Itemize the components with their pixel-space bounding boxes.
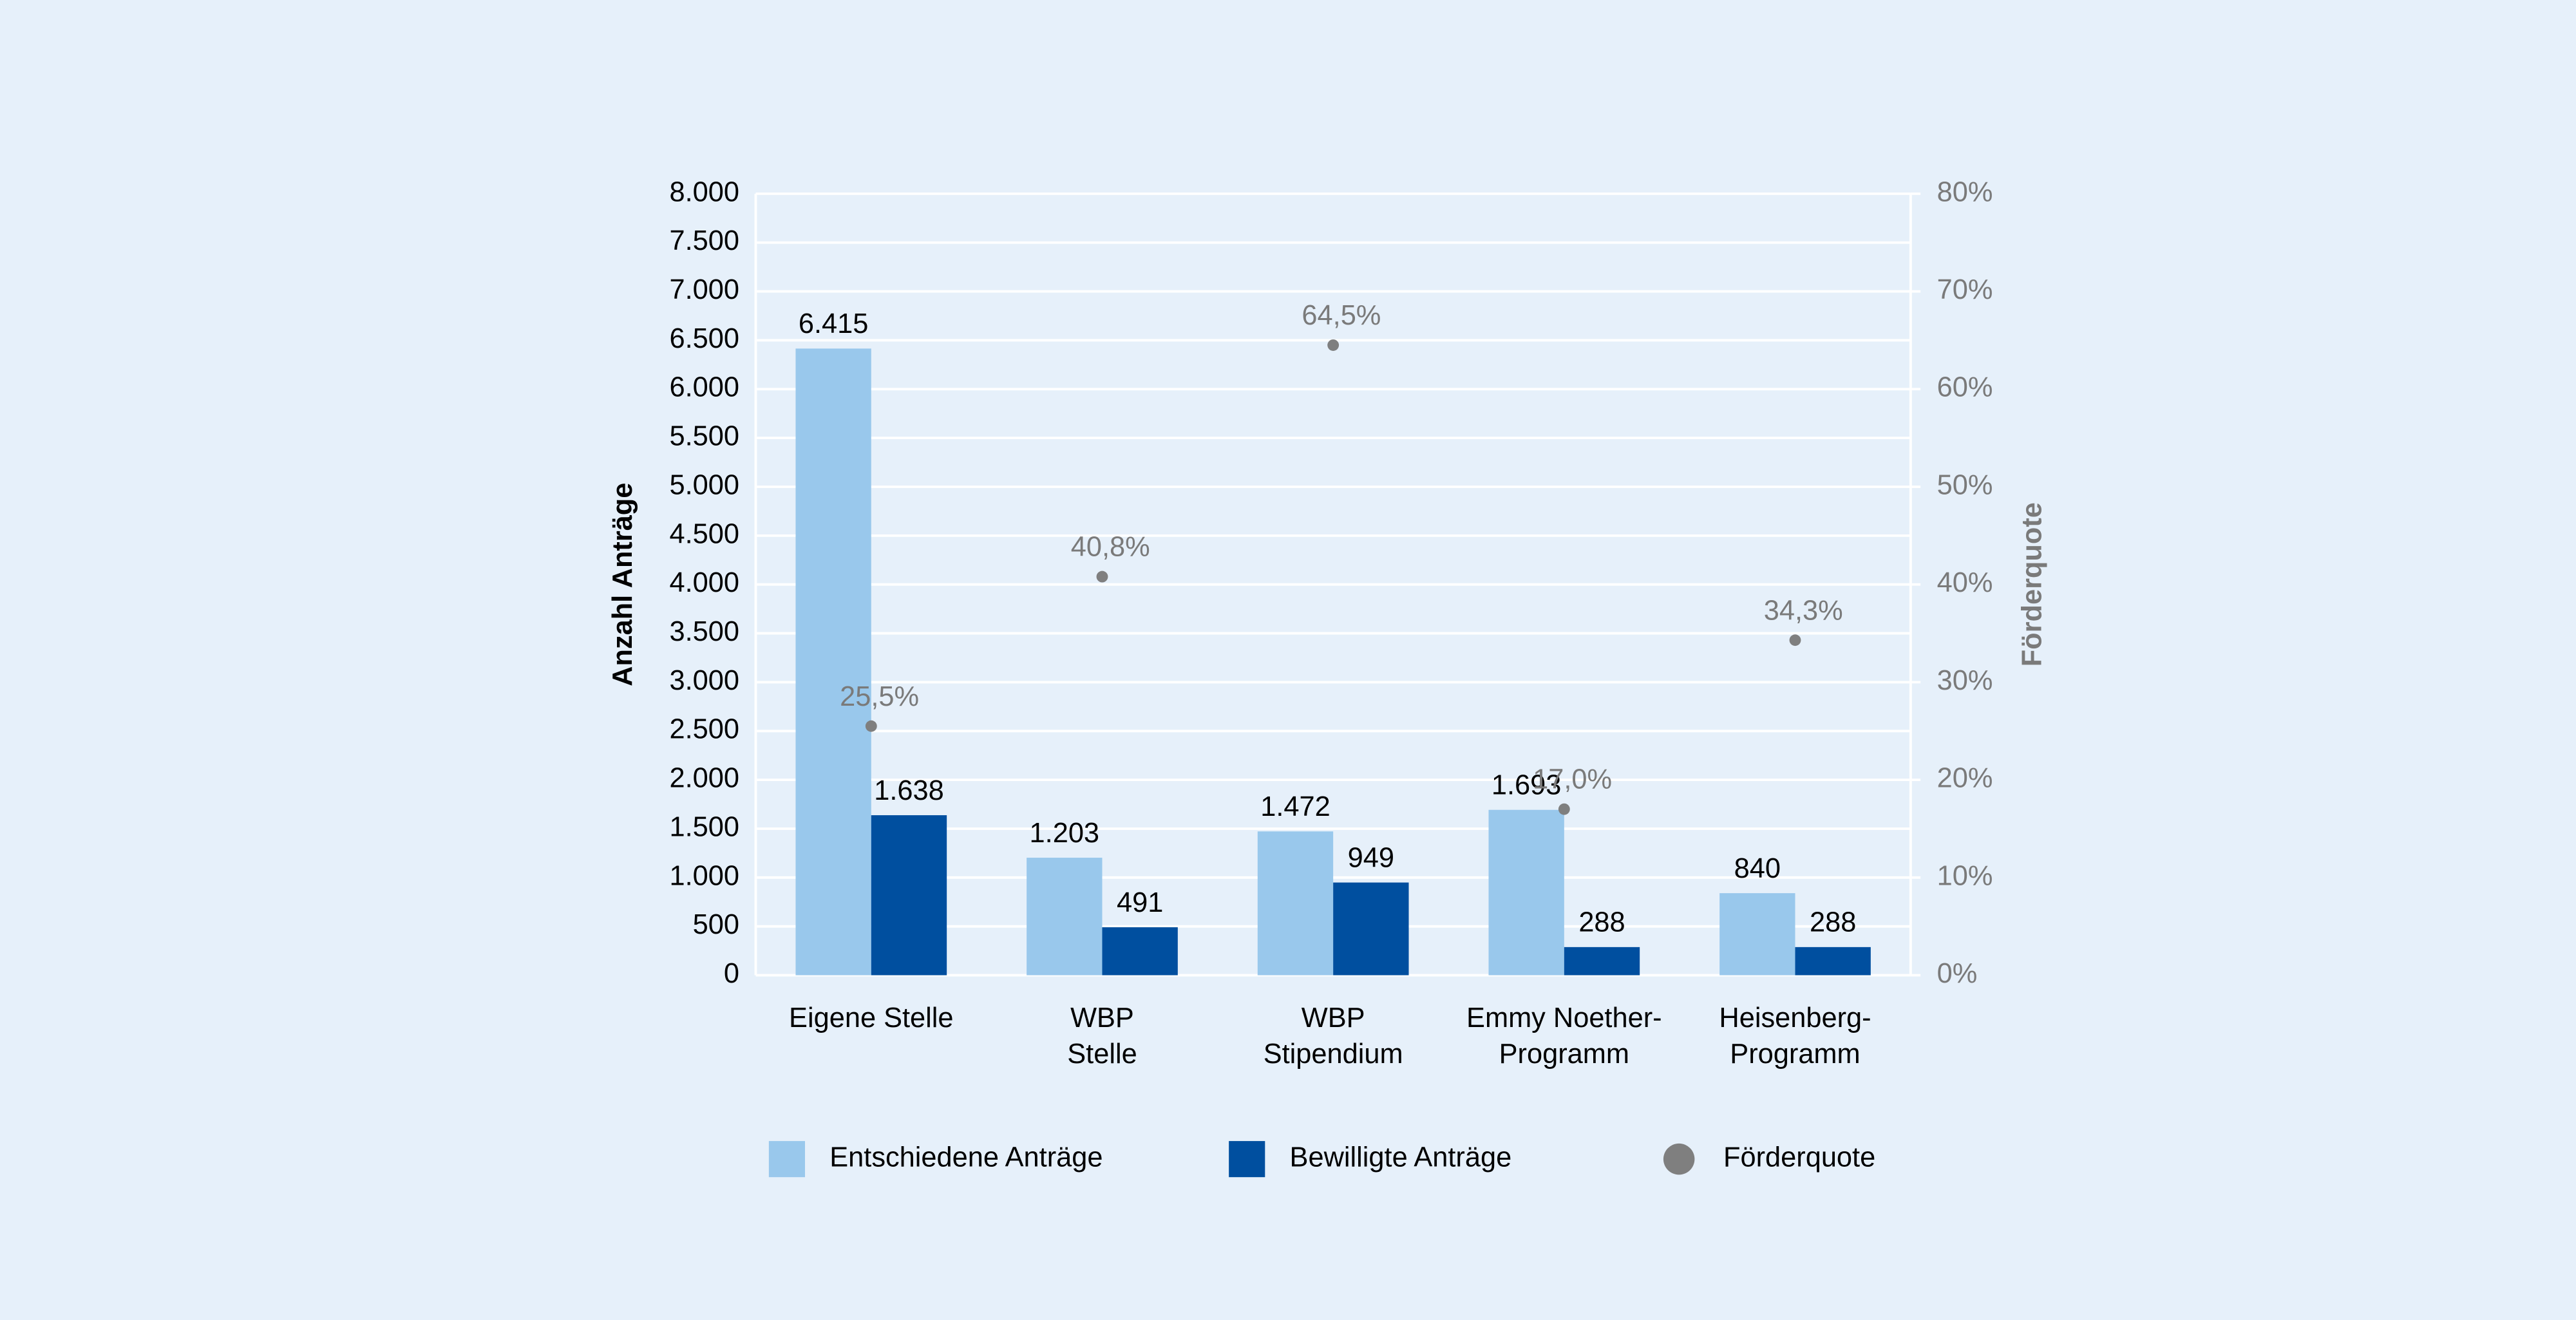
bar	[1257, 831, 1334, 976]
legend-swatch	[1229, 1141, 1265, 1178]
y-tick-label: 2.500	[669, 714, 739, 745]
x-tick-label: Programm	[1499, 1039, 1629, 1070]
rate-point	[1789, 634, 1801, 646]
y2-tick-label: 50%	[1937, 469, 1993, 500]
y2-tick-label: 40%	[1937, 567, 1993, 598]
bar	[1102, 927, 1178, 976]
y-tick-label: 4.500	[669, 518, 739, 549]
data-label: 840	[1734, 853, 1781, 884]
y-tick-label: 5.000	[669, 469, 739, 500]
data-label: 34,3%	[1764, 595, 1843, 626]
rate-point	[1096, 570, 1108, 583]
data-label: 1.472	[1260, 791, 1330, 822]
legend-swatch	[1663, 1143, 1695, 1175]
bar	[1564, 947, 1640, 976]
y-tick-label: 6.000	[669, 372, 739, 403]
legend-swatch	[768, 1141, 805, 1178]
y2-tick-label: 20%	[1937, 763, 1993, 794]
bar	[1719, 893, 1795, 976]
legend-label: Bewilligte Anträge	[1290, 1142, 1512, 1173]
y2-tick-label: 30%	[1937, 665, 1993, 696]
data-label: 64,5%	[1302, 300, 1381, 331]
legend-label: Entschiedene Anträge	[829, 1142, 1103, 1173]
data-label: 17,0%	[1533, 764, 1612, 795]
y2-tick-label: 80%	[1937, 176, 1993, 207]
y-tick-label: 1.000	[669, 860, 739, 891]
x-tick-label: Programm	[1730, 1039, 1860, 1070]
bar	[1795, 947, 1871, 976]
x-tick-label: WBP	[1302, 1003, 1365, 1033]
data-label: 1.203	[1030, 818, 1099, 849]
y-tick-label: 3.500	[669, 616, 739, 647]
y-tick-label: 4.000	[669, 567, 739, 598]
y-tick-label: 1.500	[669, 811, 739, 842]
rate-point	[1558, 803, 1570, 815]
y2-axis-label: Förderquote	[2017, 502, 2048, 666]
bar	[871, 815, 947, 976]
y-tick-label: 5.500	[669, 421, 739, 452]
y-tick-label: 0	[724, 958, 739, 989]
y-tick-label: 500	[693, 909, 739, 940]
y2-tick-label: 70%	[1937, 274, 1993, 305]
y-tick-label: 6.500	[669, 323, 739, 354]
data-label: 949	[1348, 842, 1394, 873]
y2-tick-label: 0%	[1937, 958, 1978, 989]
bar	[1488, 809, 1564, 976]
y-tick-label: 7.000	[669, 274, 739, 305]
y-tick-label: 8.000	[669, 176, 739, 207]
y-tick-label: 7.500	[669, 225, 739, 256]
x-tick-label: Eigene Stelle	[789, 1003, 954, 1033]
y-axis-label: Anzahl Anträge	[607, 483, 638, 686]
data-label: 1.693	[1492, 769, 1561, 800]
y2-tick-label: 60%	[1937, 372, 1993, 403]
x-tick-label: Heisenberg-	[1719, 1003, 1871, 1033]
bar	[1027, 858, 1103, 976]
y-tick-label: 2.000	[669, 763, 739, 794]
x-tick-label: Stipendium	[1264, 1039, 1403, 1070]
x-tick-label: WBP	[1070, 1003, 1134, 1033]
data-label: 288	[1810, 907, 1856, 938]
data-label: 288	[1578, 907, 1625, 938]
rate-point	[865, 720, 877, 732]
data-label: 491	[1117, 887, 1163, 918]
x-tick-label: Emmy Noether-	[1466, 1003, 1662, 1033]
y-tick-label: 3.000	[669, 665, 739, 696]
data-label: 6.415	[799, 308, 868, 339]
data-label: 1.638	[874, 775, 943, 806]
bar	[1333, 882, 1409, 976]
data-label: 25,5%	[840, 681, 919, 712]
legend-label: Förderquote	[1723, 1142, 1875, 1173]
bar	[795, 348, 871, 976]
y2-tick-label: 10%	[1937, 860, 1993, 891]
x-tick-label: Stelle	[1067, 1039, 1137, 1070]
rate-point	[1327, 339, 1340, 351]
data-label: 40,8%	[1071, 532, 1150, 563]
